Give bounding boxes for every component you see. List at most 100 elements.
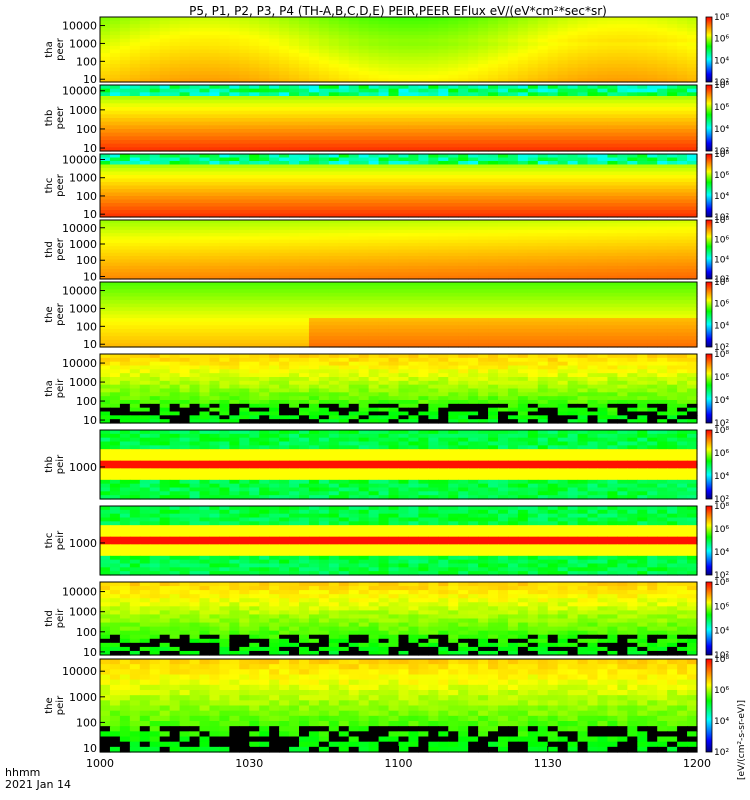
heatmap-cell [507, 27, 519, 33]
heatmap-cell [498, 233, 509, 237]
heatmap-cell [537, 289, 549, 294]
heatmap-cell [637, 307, 648, 312]
heatmap-cell [587, 88, 599, 93]
heatmap-cell [149, 35, 161, 40]
heatmap-cell [299, 147, 310, 152]
heatmap-cell [279, 262, 290, 267]
heatmap-cell [657, 154, 668, 159]
heatmap-cell [159, 285, 171, 290]
colorbar-tick-label: 10⁴ [714, 255, 729, 265]
heatmap-cell [209, 74, 220, 79]
heatmap-cell [527, 185, 539, 190]
heatmap-cell [507, 118, 519, 123]
heatmap-cell [408, 223, 419, 228]
heatmap-cell [149, 140, 161, 145]
heatmap-cell [388, 229, 400, 234]
heatmap-cell [448, 45, 459, 51]
heatmap-cell [458, 292, 469, 298]
heatmap-cell [219, 63, 230, 69]
heatmap-cell [368, 45, 380, 51]
heatmap-cell [119, 182, 131, 187]
heatmap-cell [328, 178, 340, 183]
heatmap-cell [199, 53, 211, 58]
heatmap-cell [159, 56, 171, 61]
heatmap-cell [169, 175, 181, 180]
heatmap-cell [119, 157, 131, 162]
heatmap-cell [338, 38, 350, 43]
heatmap-cell [179, 196, 191, 201]
heatmap-cell [458, 38, 469, 43]
heatmap-cell [448, 203, 459, 208]
heatmap-cell [537, 171, 549, 176]
heatmap-cell [308, 196, 320, 201]
heatmap-cell [547, 199, 559, 204]
heatmap-cell [318, 63, 330, 69]
heatmap-cell [627, 143, 638, 148]
heatmap-cell [567, 110, 579, 115]
heatmap-cell [438, 262, 449, 267]
heatmap-cell [239, 289, 250, 294]
heatmap-cell [318, 239, 330, 244]
heatmap-cell [438, 49, 449, 54]
heatmap-cell [438, 300, 449, 305]
heatmap-cell [677, 129, 688, 134]
heatmap-cell [388, 246, 400, 251]
heatmap-cell [607, 210, 618, 215]
heatmap-cell [617, 168, 628, 173]
heatmap-cell [527, 226, 539, 231]
heatmap-cell [318, 114, 330, 119]
heatmap-cell [129, 143, 141, 148]
heatmap-cell [657, 203, 668, 208]
heatmap-cell [159, 88, 171, 93]
heatmap-cell [249, 292, 260, 298]
heatmap-cell [219, 60, 230, 65]
heatmap-cell [537, 236, 549, 241]
heatmap-cell [607, 178, 618, 183]
heatmap-cell [527, 233, 539, 237]
heatmap-cell [647, 136, 658, 141]
heatmap-cell [448, 236, 459, 241]
heatmap-cell [537, 35, 549, 40]
heatmap-cell [498, 92, 509, 97]
heatmap-cell [219, 143, 230, 148]
heatmap-cell [597, 233, 609, 237]
heatmap-cell [119, 103, 131, 108]
heatmap-cell [239, 85, 250, 90]
heatmap-cell [139, 239, 151, 244]
heatmap-cell [577, 213, 589, 218]
heatmap-cell [408, 114, 419, 119]
heatmap-cell [448, 182, 459, 187]
heatmap-cell [239, 107, 250, 112]
heatmap-cell [617, 20, 628, 25]
heatmap-cell [607, 269, 618, 274]
heatmap-cell [478, 285, 489, 290]
heatmap-cell [647, 203, 658, 208]
heatmap-cell [667, 114, 678, 119]
heatmap-cell [537, 110, 549, 115]
heatmap-cell [597, 88, 609, 93]
heatmap-cell [537, 175, 549, 180]
heatmap-cell [597, 56, 609, 61]
heatmap-cell [189, 242, 201, 247]
heatmap-cell [438, 60, 449, 65]
heatmap-cell [507, 161, 519, 166]
heatmap-cell [507, 303, 519, 308]
heatmap-cell [478, 292, 489, 298]
heatmap-cell [129, 38, 141, 43]
heatmap-cell [239, 206, 250, 211]
heatmap-cell [308, 203, 320, 208]
heatmap-cell [667, 303, 678, 308]
heatmap-cell [507, 63, 519, 69]
heatmap-cell [677, 38, 688, 43]
heatmap-cell [687, 125, 698, 130]
heatmap-cell [438, 132, 449, 137]
heatmap-cell [687, 140, 698, 145]
heatmap-cell [597, 20, 609, 25]
heatmap-cell [119, 307, 131, 312]
heatmap-cell [328, 223, 340, 228]
heatmap-cell [378, 189, 390, 194]
heatmap-cell [308, 275, 320, 280]
y-tick-label: 10000 [62, 153, 97, 166]
heatmap-cell [328, 17, 340, 22]
heatmap-cell [129, 229, 141, 234]
